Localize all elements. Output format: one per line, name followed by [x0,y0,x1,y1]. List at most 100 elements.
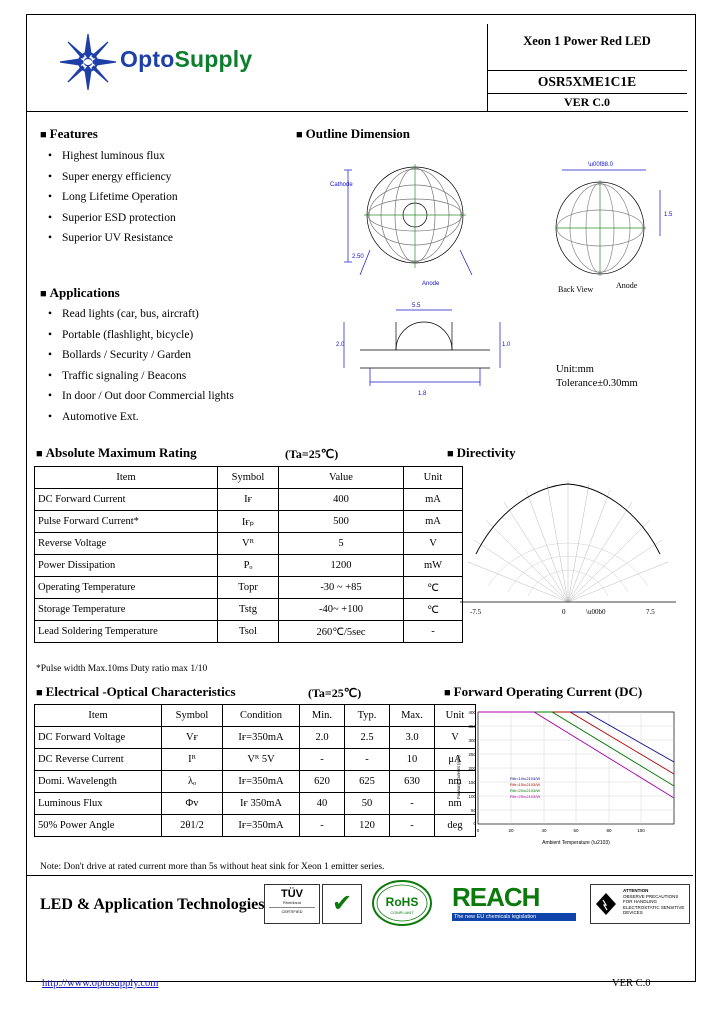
tuv-certified-label: CERTIFIED [269,907,315,914]
cell-min: - [299,814,345,837]
table-header-row: Item Symbol Condition Min. Typ. Max. Uni… [34,704,476,727]
reach-certification-logo: REACH The new EU chemicals legislation [452,882,576,922]
directivity-axis-unit: \u00b0 [586,608,606,616]
cell-min: 620 [299,770,345,793]
cell-symbol: Pₒ [217,554,279,577]
cell-item: Power Dissipation [34,554,218,577]
cell-symbol: Iғ [217,488,279,511]
tuv-certification-logo: TÜV Rheinland CERTIFIED [264,884,320,924]
cell-item: Lead Soldering Temperature [34,620,218,643]
cell-item: Storage Temperature [34,598,218,621]
cell-item: Luminous Flux [34,792,162,815]
cell-symbol: Vᴿ [217,532,279,555]
cell-max: - [389,792,435,815]
list-item: Read lights (car, bus, aircraft) [48,308,312,320]
product-title: Xeon 1 Power Red LED [523,34,651,48]
absolute-max-footnote: *Pulse width Max.10ms Duty ratio max 1/1… [36,664,208,674]
electrical-heading: Electrical -Optical Characteristics [36,684,236,700]
th-value: Value [278,466,404,489]
cell-symbol: Vғ [161,726,223,749]
absolute-max-condition: (Ta=25℃) [285,447,339,461]
header-version: VER C.0 [563,95,610,109]
applications-list: Read lights (car, bus, aircraft) Portabl… [46,308,312,431]
svg-text:350: 350 [468,724,476,729]
svg-text:100: 100 [637,828,645,833]
outline-anode-label2: Anode [616,281,638,290]
list-item: Superior ESD protection [48,212,292,224]
cell-min: 40 [299,792,345,815]
rohs-certification-logo: RoHS COMPLIANT [372,880,432,926]
outline-dim-bottom: 1.8 [418,391,427,397]
svg-text:250: 250 [468,752,476,757]
list-item: In door / Out door Commercial lights [48,390,312,402]
list-item: Long Lifetime Operation [48,191,292,203]
svg-text:RoHS: RoHS [386,895,419,909]
outline-dim-side2: 1.0 [502,342,511,348]
features-heading: Features [40,126,98,142]
cell-condition: Iғ 350mA [222,792,300,815]
outline-heading: Outline Dimension [296,126,410,142]
esd-hand-icon [591,885,621,923]
chart-legend-0: Rth=10\u2103/W [510,776,540,781]
th-item: Item [34,466,218,489]
check-icon: ✔ [331,891,353,917]
header-rule [27,111,487,112]
website-link[interactable]: http://www.optosupply.com [42,978,159,989]
electrical-table: Item Symbol Condition Min. Typ. Max. Uni… [34,704,476,837]
cell-item: DC Forward Current [34,488,218,511]
outline-tolerance: Tolerance±0.30mm [556,378,638,389]
directivity-chart: -7.5 0 7.5 \u00b0 [450,466,686,626]
applications-heading: Applications [40,285,120,301]
cell-max: 3.0 [389,726,435,749]
outline-dim-h2: 1.5 [664,212,673,218]
th-item: Item [34,704,162,727]
cell-min: 2.0 [299,726,345,749]
cell-min: - [299,748,345,771]
table-row: Pulse Forward Current* Iғₚ 500 mA [34,510,463,533]
cell-max: 10 [389,748,435,771]
outline-dim-side1: 2.0 [336,342,345,348]
outline-backview-label: Back View [558,285,593,294]
tuv-label: TÜV [281,888,303,900]
starburst-icon [60,34,116,90]
cell-typ: - [344,748,390,771]
cell-unit: deg [434,814,476,837]
svg-text:400: 400 [468,710,476,715]
table-row: Power Dissipation Pₒ 1200 mW [34,554,463,577]
cell-symbol: Tstg [217,598,279,621]
list-item: Highest luminous flux [48,150,292,162]
footer-title: LED & Application Technologies [40,896,265,913]
th-symbol: Symbol [217,466,279,489]
directivity-axis-center: 0 [562,608,566,616]
svg-text:20: 20 [508,828,514,833]
cell-unit: - [403,620,463,643]
features-list: Highest luminous flux Super energy effic… [46,150,292,253]
svg-text:0: 0 [473,821,476,826]
svg-text:150: 150 [468,780,476,785]
tuv-sub-label: Rheinland [282,900,301,905]
cell-symbol: 2θ1/2 [161,814,223,837]
cell-value: 1200 [278,554,404,577]
esd-title: ATTENTION [623,888,649,893]
cell-value: 260℃/5sec [278,620,404,643]
th-typ: Typ. [344,704,390,727]
table-row: Operating Temperature Topr -30 ~ +85 ℃ [34,576,463,599]
table-row: Reverse Voltage Vᴿ 5 V [34,532,463,555]
svg-text:100: 100 [468,794,476,799]
svg-text:50: 50 [471,808,477,813]
reach-sub-label: The new EU chemicals legislation [452,913,576,921]
list-item: Super energy efficiency [48,171,292,183]
cell-item: Reverse Voltage [34,532,218,555]
outline-drawing: Cathode 2.50 Anode \u00f88.0 1.5 5.5 1.8… [300,150,690,410]
cell-symbol: Tsol [217,620,279,643]
outline-dim-cathode-label: Cathode [330,182,353,188]
svg-text:60: 60 [573,828,579,833]
cell-typ: 50 [344,792,390,815]
chart-legend-2: Rth=20\u2103/W [510,788,540,793]
th-max: Max. [389,704,435,727]
cell-value: -30 ~ +85 [278,576,404,599]
svg-text:200: 200 [468,766,476,771]
table-row: Luminous Flux Φv Iғ 350mA 40 50 - nm [34,792,476,815]
check-certification-logo: ✔ [322,884,362,924]
cell-value: -40~ +100 [278,598,404,621]
